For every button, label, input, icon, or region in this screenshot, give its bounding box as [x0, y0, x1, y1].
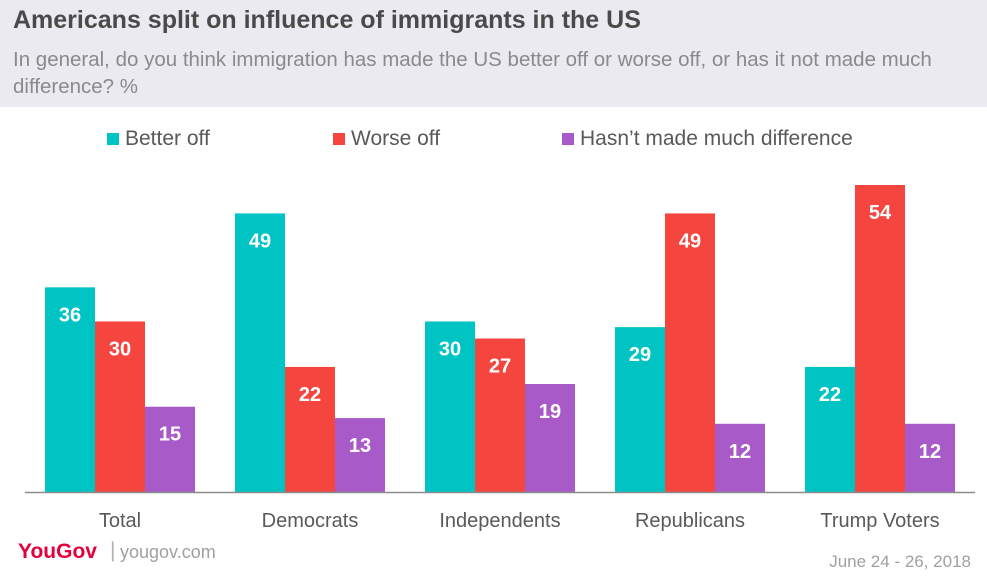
category-label-trump-voters: Trump Voters	[820, 510, 939, 532]
data-label-independents-hasn-t-made-much-difference: 19	[539, 401, 561, 423]
bar-republicans-hasn-t-made-much-difference	[715, 423, 765, 492]
data-label-total-better-off: 36	[59, 304, 81, 326]
category-label-total: Total	[99, 510, 141, 532]
header-band: Americans split on influence of immigran…	[0, 0, 987, 107]
legend: Better off Worse off Hasn’t made much di…	[0, 124, 987, 154]
category-label-republicans: Republicans	[635, 510, 745, 532]
data-label-republicans-better-off: 29	[629, 344, 651, 366]
bar-democrats-hasn-t-made-much-difference	[335, 418, 385, 492]
bar-total-hasn-t-made-much-difference	[145, 406, 195, 492]
chart-title: Americans split on influence of immigran…	[13, 6, 641, 34]
bar-chart: 36 30 15 Total 49 22 13 Democrats 30 27 19 Independ…	[25, 185, 975, 532]
data-label-total-worse-off: 30	[109, 338, 131, 360]
bar-total-worse-off	[95, 321, 145, 492]
data-label-democrats-better-off: 49	[249, 230, 271, 252]
legend-item-better-off: Better off	[107, 124, 210, 154]
data-label-republicans-worse-off: 49	[679, 230, 701, 252]
footer-separator: |	[110, 539, 116, 562]
legend-swatch-better-off	[107, 133, 119, 145]
data-label-republicans-hasn-t-made-much-difference: 12	[729, 441, 751, 463]
legend-swatch-no-difference	[562, 133, 574, 145]
legend-label-no-difference: Hasn’t made much difference	[580, 127, 853, 150]
bar-trump-voters-hasn-t-made-much-difference	[905, 423, 955, 492]
bar-trump-voters-worse-off	[855, 185, 905, 492]
category-label-independents: Independents	[439, 510, 560, 532]
bar-republicans-worse-off	[665, 213, 715, 492]
bar-independents-hasn-t-made-much-difference	[525, 383, 575, 492]
data-label-total-hasn-t-made-much-difference: 15	[159, 424, 181, 446]
legend-swatch-worse-off	[333, 133, 345, 145]
bar-independents-worse-off	[475, 338, 525, 492]
bar-republicans-better-off	[615, 327, 665, 492]
chart-subtitle: In general, do you think immigration has…	[13, 48, 932, 98]
bar-independents-better-off	[425, 321, 475, 492]
legend-label-better-off: Better off	[125, 127, 210, 150]
legend-item-worse-off: Worse off	[333, 124, 440, 154]
data-label-trump-voters-worse-off: 54	[869, 202, 892, 224]
data-label-trump-voters-hasn-t-made-much-difference: 12	[919, 441, 941, 463]
data-label-democrats-hasn-t-made-much-difference: 13	[349, 435, 371, 457]
footer-url[interactable]: yougov.com	[120, 542, 216, 562]
data-label-democrats-worse-off: 22	[299, 384, 321, 406]
legend-item-no-difference: Hasn’t made much difference	[562, 124, 853, 154]
data-label-independents-worse-off: 27	[489, 356, 511, 378]
data-label-trump-voters-better-off: 22	[819, 384, 841, 406]
category-label-democrats: Democrats	[262, 510, 359, 532]
bar-trump-voters-better-off	[805, 366, 855, 492]
bar-democrats-worse-off	[285, 366, 335, 492]
data-label-independents-better-off: 30	[439, 338, 461, 360]
bar-democrats-better-off	[235, 213, 285, 492]
yougov-logo: YouGov	[18, 540, 97, 563]
survey-date: June 24 - 26, 2018	[829, 552, 971, 571]
bar-total-better-off	[45, 287, 95, 492]
legend-label-worse-off: Worse off	[351, 127, 441, 150]
